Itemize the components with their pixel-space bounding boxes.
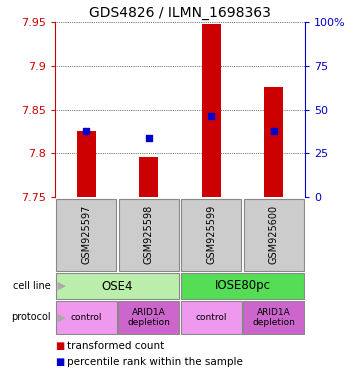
Text: GSM925598: GSM925598: [144, 205, 154, 264]
Text: control: control: [70, 313, 102, 322]
Text: GSM925597: GSM925597: [81, 205, 91, 264]
Bar: [139, 157, 158, 197]
Text: GDS4826 / ILMN_1698363: GDS4826 / ILMN_1698363: [89, 6, 271, 20]
Text: ARID1A
depletion: ARID1A depletion: [252, 308, 295, 327]
Bar: [56, 301, 117, 334]
Bar: [181, 199, 241, 270]
Text: GSM925600: GSM925600: [269, 205, 279, 264]
Text: percentile rank within the sample: percentile rank within the sample: [67, 357, 243, 367]
Text: cell line: cell line: [13, 281, 51, 291]
Bar: [181, 301, 242, 334]
Bar: [56, 273, 179, 299]
Bar: [244, 199, 304, 270]
Text: IOSE80pc: IOSE80pc: [215, 280, 271, 293]
Text: ▶: ▶: [54, 313, 66, 323]
Bar: [181, 273, 304, 299]
Text: GSM925599: GSM925599: [206, 205, 216, 264]
Text: OSE4: OSE4: [102, 280, 133, 293]
Bar: [264, 87, 283, 197]
Bar: [118, 301, 179, 334]
Bar: [56, 199, 116, 270]
Text: control: control: [196, 313, 227, 322]
Bar: [202, 24, 220, 197]
Text: ■: ■: [55, 341, 64, 351]
Bar: [119, 199, 179, 270]
Bar: [243, 301, 304, 334]
Point: [146, 134, 152, 141]
Text: ■: ■: [55, 357, 64, 367]
Text: ARID1A
depletion: ARID1A depletion: [127, 308, 170, 327]
Bar: [77, 131, 96, 197]
Point: [83, 127, 89, 134]
Point: [271, 127, 277, 134]
Text: transformed count: transformed count: [67, 341, 164, 351]
Text: protocol: protocol: [11, 313, 51, 323]
Text: ▶: ▶: [54, 281, 66, 291]
Point: [209, 113, 214, 119]
